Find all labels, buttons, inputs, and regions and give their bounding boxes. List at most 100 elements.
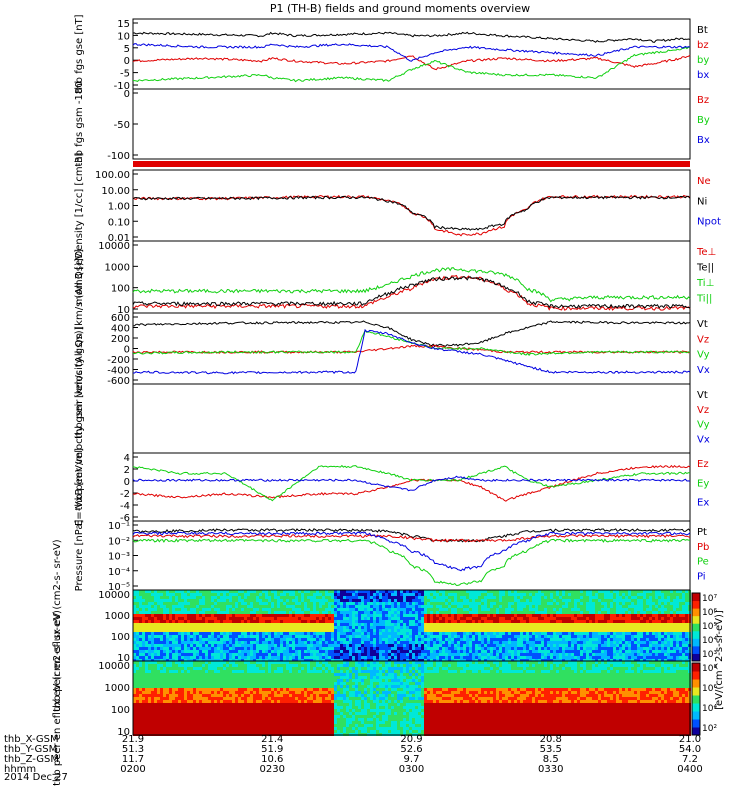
legend-by: by <box>697 55 709 66</box>
panel-frame <box>132 383 691 454</box>
x-tick-label: 11.7 <box>122 754 144 765</box>
x-tick-label: 51.9 <box>261 744 283 755</box>
y-tick-label: 1000 <box>105 611 130 622</box>
x-tick-label: 0230 <box>260 764 285 775</box>
colorbar-band <box>692 695 700 704</box>
colorbar-tick-label: 10⁶ <box>702 684 717 694</box>
y-tick-label: -400 <box>107 366 130 377</box>
y-tick-label: 10 <box>117 305 130 316</box>
y-axis-label: mom3 [eV] <box>74 249 85 305</box>
y-tick-label: 0 <box>124 56 130 67</box>
colorbar-band <box>692 623 700 632</box>
panel-frame <box>132 452 691 522</box>
colorbar-band <box>692 630 700 639</box>
date-label: 2014 Dec 27 <box>4 772 68 783</box>
colorbar-frame <box>691 662 701 736</box>
series-Ni <box>132 195 691 231</box>
panel-fgs_gsm: thb fgs gsm -180 0 -50 -100 Bz By Bx <box>74 81 710 166</box>
y-tick-label: -10 <box>114 81 130 92</box>
colorbar-tick-label: 10⁴ <box>702 704 717 714</box>
y-tick-label: -50 <box>114 120 130 131</box>
y-tick-label: -4 <box>120 501 130 512</box>
panel-density: Density [1/cc] [cm-3] 100.00 10.00 1.00 0.10… <box>74 152 721 258</box>
series-Pb <box>132 534 691 543</box>
series-Ti⊥ <box>132 267 691 303</box>
legend-Ne: Ne <box>697 176 711 187</box>
y-axis-label: thb fgs gsm -180 <box>74 81 85 166</box>
colorbar-band <box>692 719 700 728</box>
legend-Pi: Pi <box>697 571 706 582</box>
y-tick-label: 0 <box>124 477 130 488</box>
legend-Pb: Pb <box>697 542 709 553</box>
x-tick-label: 21.0 <box>679 734 701 745</box>
legend-bx: bx <box>697 70 709 81</box>
panel-temperature: mom3 [eV] 10000 1000 100 10 Te⊥ Te|| Ti⊥ Ti|| <box>74 240 716 316</box>
x-tick-label: 20.8 <box>540 734 562 745</box>
panel-frame <box>132 169 691 242</box>
y-axis-label: E=-VxB [mV/m] <box>74 448 85 526</box>
series-Vt <box>132 320 691 348</box>
y-tick-label: 10⁻⁴ <box>108 567 130 578</box>
x-tick-label: 20.9 <box>400 734 422 745</box>
legend-Vy: Vy <box>697 420 710 431</box>
x-tick-label: 0400 <box>677 764 702 775</box>
legend-Ti⊥: Ti⊥ <box>696 278 714 289</box>
x-tick-label: 53.5 <box>540 744 562 755</box>
colorbar-band <box>692 600 700 609</box>
colorbar-tick-label: 10⁵ <box>702 622 717 632</box>
legend-Te⊥: Te⊥ <box>696 247 716 258</box>
y-tick-label: -200 <box>107 355 130 366</box>
colorbar-band <box>692 711 700 720</box>
colorbar-band <box>692 653 700 662</box>
x-tick-label: 21.9 <box>122 734 144 745</box>
series-Ex <box>132 475 691 492</box>
colorbar-band <box>692 638 700 647</box>
colorbar-tick-label: 10⁷ <box>702 594 717 604</box>
y-tick-label: -5 <box>120 69 130 80</box>
y-tick-label: 600 <box>111 313 130 324</box>
panel-peer_spectrogram: thb peer en eflux eV (cm2-s- sr-eV) 10000… <box>52 610 717 786</box>
y-tick-label: 200 <box>111 334 130 345</box>
x-tick-label: 0300 <box>399 764 424 775</box>
y-tick-label: 10⁻³ <box>108 552 130 563</box>
y-tick-label: 100 <box>111 632 130 643</box>
y-tick-label: 10⁻¹ <box>108 521 130 532</box>
y-tick-label: 10⁻² <box>108 536 130 547</box>
series-Pt <box>132 528 691 543</box>
x-tick-label: 8.5 <box>543 754 559 765</box>
y-tick-label: -100 <box>107 151 130 162</box>
series-Ne <box>132 194 691 237</box>
legend-Vt: Vt <box>697 390 708 401</box>
legend-Ni: Ni <box>697 196 707 207</box>
legend-Bt: Bt <box>697 25 708 36</box>
y-tick-label: -2 <box>120 489 130 500</box>
y-tick-label: 2 <box>124 465 130 476</box>
y-tick-label: 100 <box>111 284 130 295</box>
colorbar-band <box>692 671 700 680</box>
colorbar-band <box>692 615 700 624</box>
colorbar-tick-label: 10³ <box>702 650 717 660</box>
panel-efield: E=-VxB [mV/m] 420-2-4-6 Ez Ey Ex <box>74 448 709 526</box>
colorbar-tick-label: 10⁴ <box>702 636 717 646</box>
y-tick-label: 10⁻⁵ <box>108 582 130 593</box>
x-tick-label: 52.6 <box>400 744 422 755</box>
y-tick-label: 10 <box>117 653 130 664</box>
panel-velocity_gsm: thb peir velocity gsm [km/s (All Qs)] 600… <box>74 258 710 439</box>
y-tick-label: 0.10 <box>108 217 130 228</box>
legend-Vx: Vx <box>697 434 710 445</box>
legend-Ez: Ez <box>697 459 709 470</box>
x-row-label: hhmm <box>4 764 36 775</box>
y-tick-label: 0 <box>124 89 130 100</box>
series-bz <box>132 54 691 71</box>
x-row-label: thb_X-GSM <box>4 734 59 745</box>
panel-frame <box>132 88 691 160</box>
y-tick-label: 400 <box>111 324 130 335</box>
y-tick-label: -600 <box>107 376 130 387</box>
y-tick-label: 100.00 <box>95 170 130 181</box>
y-tick-label: 10000 <box>98 590 130 601</box>
legend-Vy: Vy <box>697 350 710 361</box>
heatmap-frame <box>132 660 691 736</box>
x-tick-label: 10.6 <box>261 754 283 765</box>
